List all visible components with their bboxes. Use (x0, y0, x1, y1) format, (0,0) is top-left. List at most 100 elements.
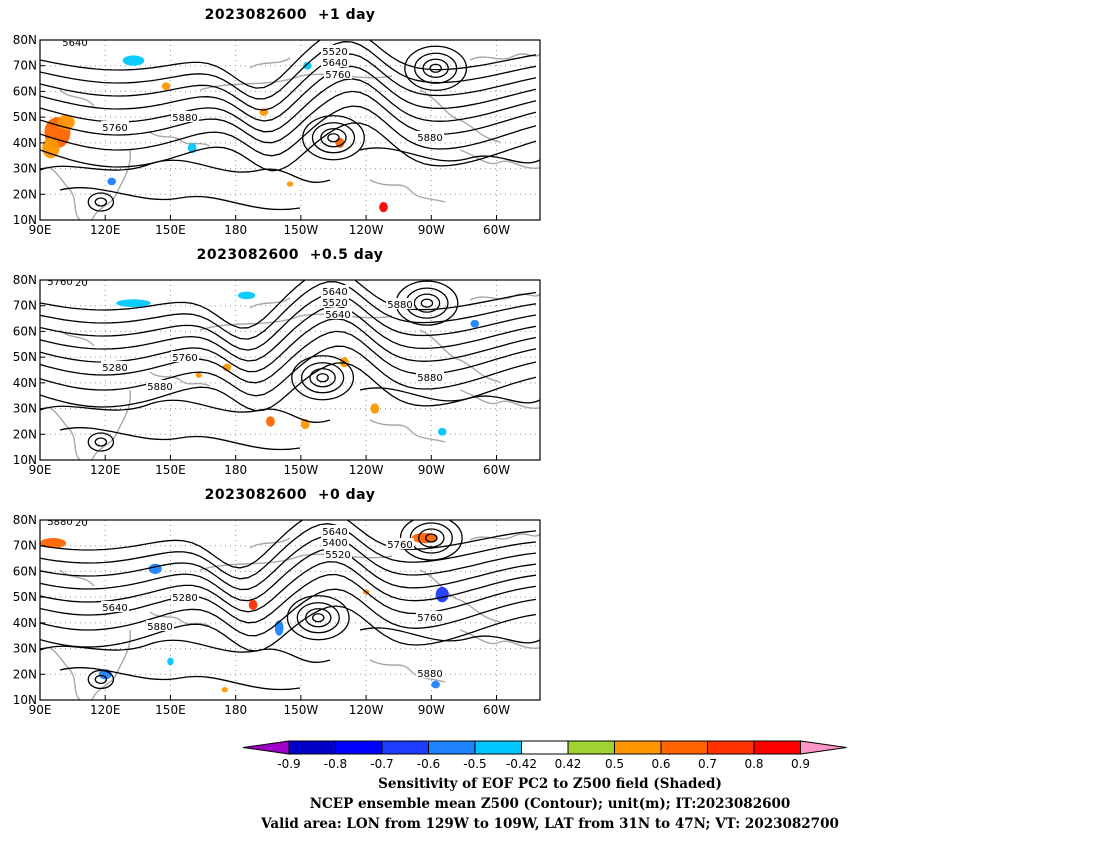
coastline-6 (459, 149, 540, 169)
sensitivity-shading (437, 427, 447, 436)
contour-label-bg (321, 536, 349, 547)
sensitivity-shading (431, 680, 440, 689)
colorbar-label: -0.8 (324, 757, 347, 771)
y-tick-label: 20N (13, 187, 37, 201)
x-tick-label: 120E (90, 703, 121, 717)
z500-contour (40, 90, 537, 144)
y-tick-label: 70N (13, 539, 37, 553)
closed-low-contour (312, 613, 325, 623)
closed-low-contour (414, 52, 458, 84)
z500-contour (40, 548, 537, 602)
contour-label-bg (324, 308, 352, 319)
z500-contour (40, 41, 537, 100)
y-tick-label: 40N (13, 616, 37, 630)
x-tick-label: 120W (349, 223, 384, 237)
closed-low-contour (87, 669, 115, 690)
x-tick-label: 150E (155, 703, 186, 717)
contour-label: 5520 (62, 518, 87, 529)
closed-low-contour (296, 602, 340, 634)
contour-label-bg (321, 296, 349, 307)
closed-low-contour (302, 115, 365, 161)
z500-contour (59, 427, 301, 451)
closed-low-contour (309, 368, 336, 388)
coastline-9 (249, 537, 291, 549)
z500-contour (40, 40, 537, 89)
closed-low-contour (94, 197, 108, 207)
z500-contour (40, 318, 537, 373)
sensitivity-shading (470, 319, 480, 328)
closed-low-contour (420, 298, 434, 308)
z500-contour (40, 53, 537, 111)
y-tick-label: 60N (13, 324, 37, 338)
sensitivity-shading (122, 55, 145, 66)
colorbar-swatch (614, 740, 662, 755)
panel-title-plus-0-day: 2023082600 +0 day (204, 487, 376, 503)
contour-label-bg (321, 56, 349, 67)
closed-low-contour (286, 595, 350, 641)
contour-label-bg (386, 298, 414, 309)
caption-line-2: NCEP ensemble mean Z500 (Contour); unit(… (309, 796, 791, 812)
x-tick-label: 180 (224, 703, 247, 717)
colorbar-extend-high (800, 740, 847, 755)
coastline-9 (249, 297, 291, 309)
contour-label-bg (61, 40, 89, 47)
y-tick-label: 60N (13, 84, 37, 98)
contour-label-bg (146, 620, 174, 631)
colorbar-label: 0.6 (651, 757, 670, 771)
y-tick-label: 40N (13, 376, 37, 390)
colorbar-swatch (567, 740, 615, 755)
coastline-5 (419, 569, 501, 623)
closed-low-contour (87, 192, 115, 212)
x-tick-label: 90W (418, 463, 445, 477)
plot-area: 5520564054005520564052805760588057605880… (40, 517, 540, 700)
coastline-3 (199, 73, 393, 91)
colorbar-swatch (707, 740, 755, 755)
closed-low-contour (300, 362, 345, 394)
contour-label: 5880 (172, 113, 197, 124)
contour-label: 5640 (322, 527, 347, 538)
contour-label: 5280 (102, 363, 127, 374)
coastline-0 (40, 166, 81, 220)
sensitivity-shading (435, 586, 449, 603)
x-tick-label: 120E (90, 223, 121, 237)
closed-low-contour (327, 133, 340, 143)
coastline-7 (469, 533, 540, 541)
z500-contour (40, 281, 537, 340)
contour-label: 5760 (387, 540, 412, 551)
sensitivity-shading (195, 372, 202, 378)
coastline-0 (40, 646, 81, 700)
x-tick-label: 90W (418, 223, 445, 237)
contour-label: 5880 (147, 622, 172, 633)
sensitivity-shading (266, 416, 275, 427)
contour-label-bg (321, 45, 349, 56)
z500-contour (40, 280, 537, 329)
colorbar-label: 0.5 (605, 757, 624, 771)
map-panel-plus-half-day: 5520 5640 5520 5640 5280 5760 5880 5760 5880 5880… (0, 270, 560, 477)
x-tick-label: 120W (349, 463, 384, 477)
x-tick-label: 150W (283, 463, 318, 477)
contour-label-bg (101, 121, 129, 132)
contour-label: 5280 (172, 593, 197, 604)
x-tick-label: 180 (224, 463, 247, 477)
x-tick-label: 150W (283, 703, 318, 717)
y-tick-label: 70N (13, 299, 37, 313)
z500-contour (40, 65, 537, 122)
coastline-9 (249, 57, 291, 69)
closed-low-contour (291, 355, 355, 401)
x-tick-label: 60W (483, 223, 510, 237)
sensitivity-shading (40, 538, 67, 549)
y-tick-label: 10N (13, 213, 37, 227)
map-frame (39, 519, 541, 701)
y-tick-label: 80N (13, 273, 37, 287)
sensitivity-shading (286, 181, 294, 187)
contour-label: 5880 (47, 517, 72, 528)
x-tick-label: 90E (29, 223, 52, 237)
x-tick-label: 120W (349, 703, 384, 717)
coastline-6 (459, 629, 540, 649)
closed-low-contour (418, 528, 445, 548)
closed-low-contour (305, 608, 332, 628)
caption-line-3: Valid area: LON from 129W to 109W, LAT f… (261, 816, 839, 832)
